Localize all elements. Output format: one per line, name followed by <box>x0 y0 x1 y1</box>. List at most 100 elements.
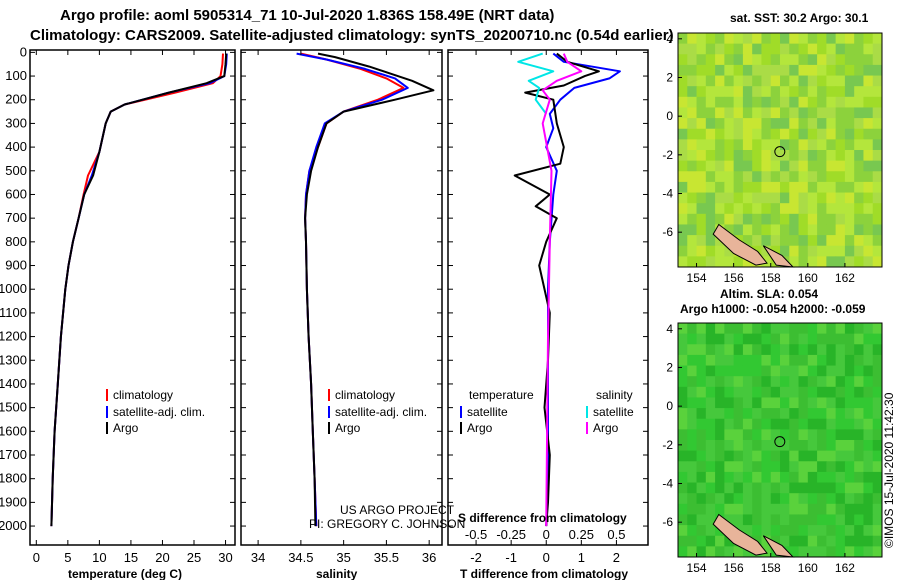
map-cell <box>705 333 716 345</box>
map-cell <box>752 333 762 345</box>
map-cell <box>696 96 707 108</box>
map-cell <box>835 224 846 236</box>
map-cell <box>817 344 827 356</box>
map-cell <box>817 503 827 515</box>
map-cell <box>687 408 698 420</box>
map-cell <box>863 96 874 108</box>
map-cell <box>863 344 874 356</box>
map-cell <box>844 64 855 77</box>
map-cell <box>835 376 846 388</box>
map-cell <box>826 482 837 494</box>
map-cell <box>742 429 753 441</box>
map-cell <box>835 450 846 462</box>
legend-label-t-argo: Argo <box>467 421 493 435</box>
map-cell <box>742 503 753 515</box>
salinity-xlabel: salinity <box>316 567 358 580</box>
map-cell <box>724 64 735 77</box>
map-cell <box>789 525 800 537</box>
map-cell <box>770 150 781 162</box>
map-cell <box>789 440 800 452</box>
map-cell <box>733 365 744 377</box>
map-cell <box>696 440 707 452</box>
map-cell <box>780 86 790 98</box>
map-cell <box>789 245 800 257</box>
map-cell <box>854 461 864 473</box>
map-cell <box>835 397 846 409</box>
map-cell <box>807 503 818 515</box>
map-cell <box>715 482 725 494</box>
map-cell <box>752 128 762 140</box>
map-cell <box>696 354 707 367</box>
map-cell <box>678 503 688 515</box>
map-cell <box>770 365 781 377</box>
map-cell <box>872 386 883 398</box>
map-cell <box>835 43 846 55</box>
map-cell <box>696 224 707 236</box>
x-tick-label: -1 <box>505 550 517 565</box>
map-cell <box>742 235 753 247</box>
map-cell <box>844 235 855 247</box>
map-cell <box>863 525 874 537</box>
map-cell <box>705 86 716 98</box>
map-cell <box>770 514 781 526</box>
map-lon-label: 154 <box>687 271 707 285</box>
map-cell <box>687 235 698 247</box>
map-cell <box>752 450 762 462</box>
map-cell <box>752 139 762 151</box>
map-cell <box>696 386 707 398</box>
map-cell <box>742 181 753 194</box>
series-line-s-argo <box>541 53 583 527</box>
map-cell <box>705 397 716 409</box>
map-cell <box>742 256 753 268</box>
legend-label-t-satellite: satellite <box>467 405 508 419</box>
map-cell <box>705 245 716 257</box>
map-cell <box>770 525 781 537</box>
map-cell <box>826 503 837 515</box>
legend-label-satellite-adj: satellite-adj. clim. <box>335 405 427 419</box>
map-cell <box>705 344 716 356</box>
map-cell <box>678 75 688 87</box>
map-cell <box>724 408 735 420</box>
map-cell <box>715 96 725 108</box>
map-cell <box>835 482 846 494</box>
legend-label-climatology: climatology <box>335 388 395 402</box>
map-cell <box>835 354 846 367</box>
map-cell <box>742 96 753 108</box>
depth-tick-label: 1600 <box>0 423 27 438</box>
map-cell <box>678 150 688 162</box>
map-cell <box>696 128 707 140</box>
map-cell <box>733 386 744 398</box>
map-cell <box>789 75 800 87</box>
map-cell <box>872 450 883 462</box>
map-cell <box>752 482 762 494</box>
map-cell <box>770 323 781 335</box>
map-cell <box>835 139 846 151</box>
map-cell <box>780 33 790 45</box>
s-diff-tick-label: 0 <box>543 527 550 542</box>
map-cell <box>835 461 846 473</box>
map-cell <box>696 139 707 151</box>
map-cell <box>705 408 716 420</box>
map-cell <box>687 461 698 473</box>
map-cell <box>872 245 883 257</box>
map-cell <box>678 493 688 505</box>
map-cell <box>789 408 800 420</box>
map-cell <box>798 33 809 45</box>
map-cell <box>835 64 846 77</box>
depth-tick-label: 800 <box>5 234 27 249</box>
map-cell <box>687 192 698 204</box>
map-cell <box>678 461 688 473</box>
map-cell <box>854 440 864 452</box>
map-cell <box>863 64 874 77</box>
map-cell <box>807 546 818 558</box>
map-cell <box>872 181 883 194</box>
map-cell <box>715 397 725 409</box>
map-cell <box>872 344 883 356</box>
map-cell <box>826 235 837 247</box>
map-cell <box>789 128 800 140</box>
map-cell <box>715 43 725 55</box>
map-cell <box>826 224 837 236</box>
map-cell <box>835 503 846 515</box>
map-cell <box>872 213 883 225</box>
map-cell <box>742 514 753 526</box>
